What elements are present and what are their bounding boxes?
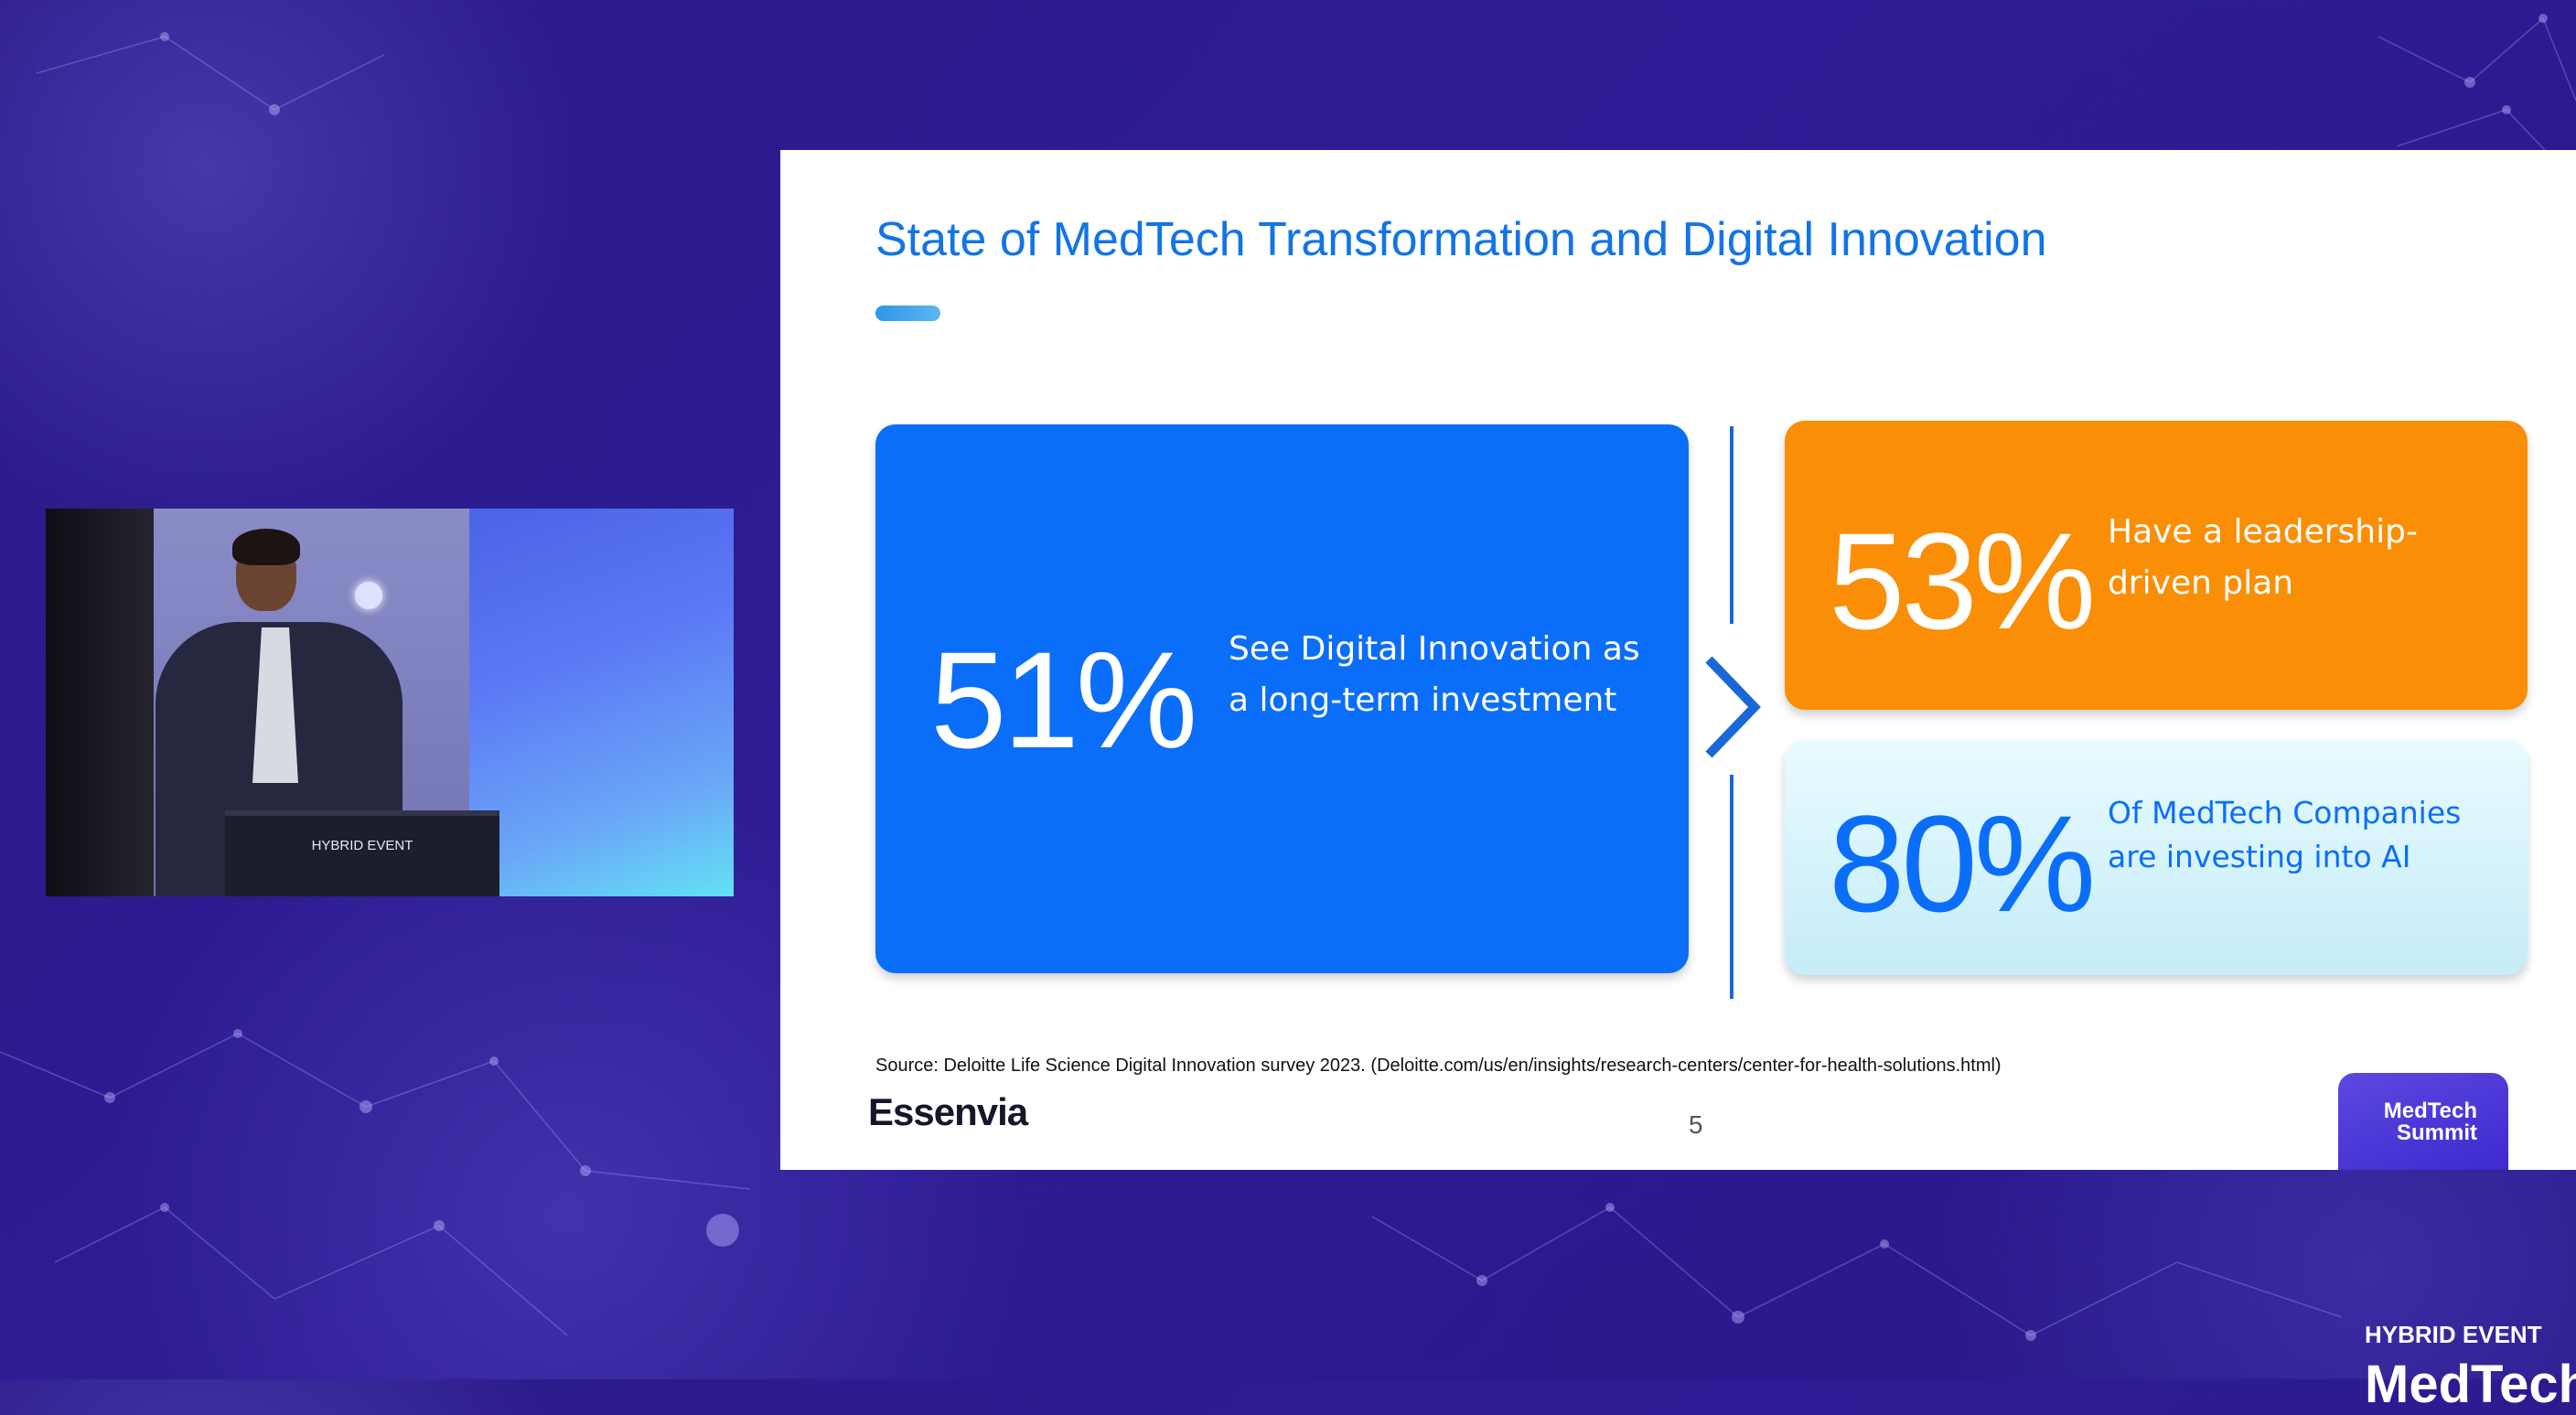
chevron-right-icon — [1705, 656, 1761, 758]
stat-card-digital-investment: 51% See Digital Innovation as a long-ter… — [875, 424, 1689, 973]
medtech-brand-logo: MedTech — [2365, 1355, 2576, 1414]
speaker-hair — [232, 529, 300, 565]
stat-percent: 80% — [1829, 787, 2096, 940]
stat-description: Have a leadership- driven plan — [2108, 513, 2418, 602]
network-background — [0, 14, 2576, 1341]
source-citation: Source: Deloitte Life Science Digital In… — [875, 1056, 2002, 1076]
podium: HYBRID EVENT — [225, 810, 499, 896]
stage-screen — [469, 509, 734, 896]
stat-percent: 53% — [1829, 504, 2096, 658]
speaker-shirt — [252, 627, 298, 783]
stat-description: See Digital Innovation as a long-term in… — [1229, 630, 1640, 719]
divider-line — [1730, 426, 1733, 624]
hybrid-event-label: HYBRID EVENT — [2365, 1321, 2542, 1348]
speaker-video-feed: HYBRID EVENT — [46, 509, 734, 896]
slide-title: State of MedTech Transformation and Digi… — [875, 213, 2047, 266]
podium-label: HYBRID EVENT — [311, 838, 413, 853]
medtech-summit-badge: MedTech Summit — [2338, 1073, 2508, 1170]
stat-description: Of MedTech Companies are investing into … — [2108, 795, 2462, 874]
wall-light — [355, 582, 382, 609]
title-accent-bar — [875, 306, 940, 321]
stat-card-leadership-plan: 53% Have a leadership- driven plan — [1785, 421, 2528, 710]
presentation-slide: State of MedTech Transformation and Digi… — [780, 150, 2576, 1170]
page-number: 5 — [1689, 1110, 1703, 1139]
stat-card-ai-investment: 80% Of MedTech Companies are investing i… — [1785, 740, 2528, 975]
stat-percent: 51% — [930, 623, 1197, 777]
stage-curtain — [46, 509, 154, 896]
divider-line — [1730, 775, 1733, 999]
essenvia-logo: Essenvia — [868, 1090, 1028, 1133]
